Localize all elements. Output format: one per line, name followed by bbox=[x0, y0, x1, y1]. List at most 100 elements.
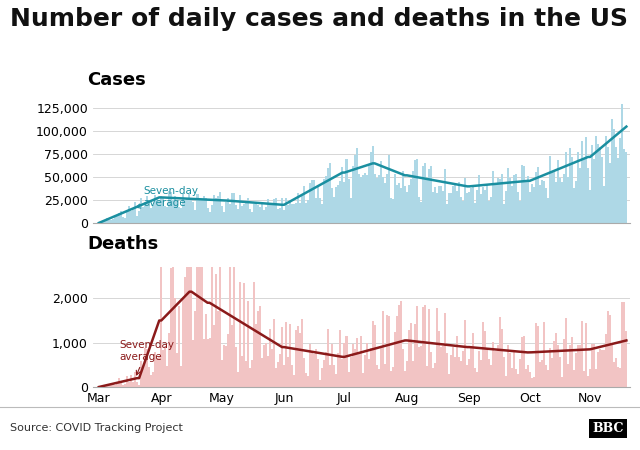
Bar bbox=[164, 206, 166, 223]
Bar bbox=[532, 378, 535, 387]
Bar bbox=[152, 372, 154, 387]
Bar bbox=[452, 347, 454, 387]
Bar bbox=[156, 198, 158, 223]
Bar bbox=[130, 212, 132, 223]
Bar bbox=[504, 191, 507, 223]
Bar bbox=[228, 267, 231, 387]
Bar bbox=[394, 332, 396, 387]
Bar bbox=[458, 357, 460, 387]
Bar bbox=[500, 328, 502, 387]
Bar bbox=[247, 301, 249, 387]
Bar bbox=[442, 346, 444, 387]
Bar bbox=[507, 168, 509, 223]
Bar bbox=[205, 198, 207, 223]
Text: Source: COVID Tracking Project: Source: COVID Tracking Project bbox=[10, 423, 182, 433]
Bar bbox=[156, 358, 158, 387]
Bar bbox=[430, 166, 432, 223]
Bar bbox=[348, 372, 349, 387]
Bar bbox=[126, 212, 128, 223]
Bar bbox=[319, 198, 321, 223]
Bar bbox=[365, 343, 367, 387]
Bar bbox=[376, 179, 378, 223]
Bar bbox=[202, 339, 205, 387]
Bar bbox=[450, 194, 452, 223]
Bar bbox=[168, 190, 170, 223]
Bar bbox=[257, 311, 259, 387]
Bar bbox=[495, 351, 497, 387]
Bar bbox=[281, 327, 283, 387]
Bar bbox=[237, 372, 239, 387]
Bar bbox=[478, 351, 481, 387]
Bar bbox=[221, 360, 223, 387]
Bar bbox=[483, 322, 484, 387]
Bar bbox=[444, 169, 446, 223]
Bar bbox=[408, 185, 410, 223]
Bar bbox=[372, 146, 374, 223]
Bar bbox=[539, 184, 541, 223]
Bar bbox=[481, 194, 483, 223]
Bar bbox=[456, 191, 458, 223]
Bar bbox=[277, 362, 279, 387]
Bar bbox=[214, 198, 216, 223]
Bar bbox=[516, 374, 518, 387]
Bar bbox=[335, 188, 337, 223]
Bar bbox=[436, 193, 438, 223]
Bar bbox=[124, 384, 126, 387]
Bar bbox=[386, 174, 388, 223]
Bar bbox=[446, 204, 448, 223]
Bar bbox=[601, 158, 604, 223]
Bar bbox=[370, 152, 372, 223]
Bar bbox=[523, 337, 525, 387]
Bar bbox=[464, 178, 467, 223]
Bar bbox=[193, 202, 195, 223]
Bar bbox=[436, 308, 438, 387]
Bar bbox=[120, 211, 122, 223]
Bar bbox=[144, 348, 146, 387]
Bar bbox=[539, 362, 541, 387]
Bar bbox=[472, 333, 474, 387]
Bar bbox=[515, 369, 516, 387]
Bar bbox=[364, 174, 365, 223]
Bar bbox=[166, 207, 168, 223]
Bar bbox=[527, 364, 529, 387]
Bar bbox=[337, 353, 339, 387]
Bar bbox=[120, 382, 122, 387]
Bar bbox=[150, 207, 152, 223]
Bar bbox=[380, 161, 381, 223]
Bar bbox=[356, 148, 358, 223]
Bar bbox=[587, 376, 589, 387]
Bar bbox=[216, 196, 219, 223]
Bar bbox=[186, 198, 188, 223]
Bar bbox=[404, 186, 406, 223]
Bar bbox=[400, 301, 402, 387]
Bar bbox=[214, 274, 216, 387]
Bar bbox=[114, 217, 116, 223]
Bar bbox=[416, 159, 418, 223]
Bar bbox=[567, 364, 569, 387]
Bar bbox=[604, 185, 605, 223]
Bar bbox=[376, 365, 378, 387]
Bar bbox=[486, 348, 488, 387]
Bar bbox=[372, 321, 374, 387]
Bar bbox=[207, 208, 209, 223]
Bar bbox=[348, 179, 349, 223]
Bar bbox=[384, 364, 386, 387]
Bar bbox=[402, 171, 404, 223]
Bar bbox=[281, 198, 283, 223]
Bar bbox=[154, 195, 156, 223]
Bar bbox=[289, 201, 291, 223]
Bar bbox=[335, 374, 337, 387]
Bar bbox=[136, 382, 138, 387]
Bar bbox=[124, 218, 126, 223]
Bar bbox=[287, 357, 289, 387]
Bar bbox=[311, 352, 313, 387]
Bar bbox=[623, 149, 625, 223]
Bar bbox=[527, 176, 529, 223]
Bar bbox=[569, 345, 571, 387]
Bar bbox=[174, 297, 177, 387]
Bar bbox=[454, 357, 456, 387]
Bar bbox=[279, 208, 281, 223]
Bar bbox=[346, 336, 348, 387]
Bar bbox=[434, 363, 436, 387]
Bar bbox=[196, 194, 198, 223]
